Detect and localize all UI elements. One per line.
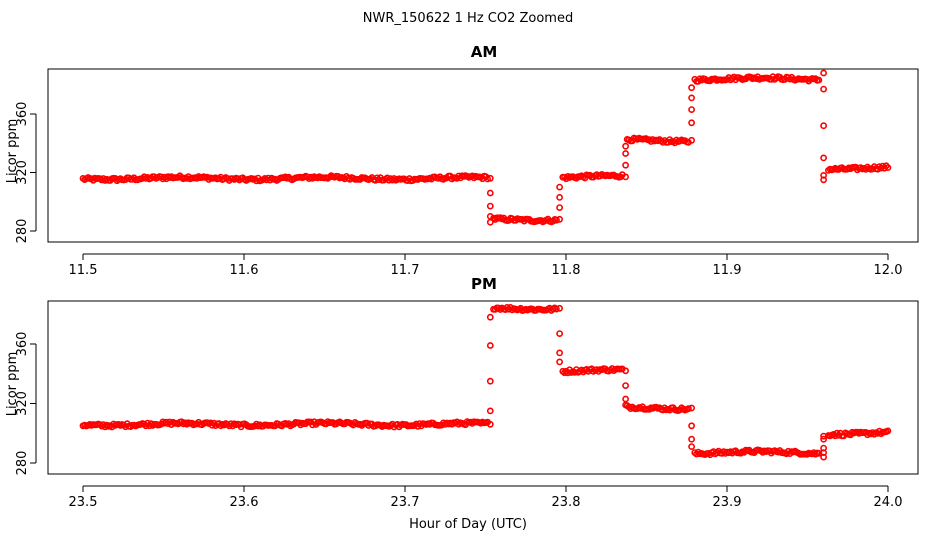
- data-point: [884, 427, 892, 435]
- x-tick-label: 11.7: [391, 263, 420, 278]
- data-point: [553, 305, 560, 313]
- y-tick-label: 320: [15, 160, 30, 185]
- data-point: [486, 342, 494, 349]
- data-point: [556, 358, 563, 366]
- data-point: [815, 76, 823, 84]
- data-point: [884, 164, 892, 171]
- data-point: [622, 395, 629, 403]
- x-tick-label: 11.5: [69, 263, 98, 278]
- data-point: [486, 218, 494, 226]
- data-point: [688, 422, 695, 430]
- panel-pm-ylabel: Licor ppm: [5, 352, 20, 417]
- x-tick-label: 23.8: [552, 495, 581, 510]
- x-tick-label: 11.9: [713, 263, 742, 278]
- x-axis-label: Hour of Day (UTC): [409, 517, 527, 532]
- data-point: [556, 349, 563, 357]
- data-point: [688, 84, 695, 92]
- panel-pm-title: PM: [471, 275, 497, 293]
- panel-am-xticks: 11.5 11.6 11.7 11.8 11.9 12.0: [69, 253, 903, 278]
- panel-am-yticks: 280 320 360: [15, 102, 37, 244]
- panel-pm: PM Licor ppm 23.5 23.6 23.7 23.8 23.9 24.0 28…: [5, 275, 919, 510]
- data-point: [486, 189, 494, 197]
- data-point: [820, 154, 827, 162]
- data-point: [688, 94, 695, 102]
- data-point: [622, 161, 629, 169]
- panel-am-title: AM: [471, 43, 498, 61]
- data-point: [486, 202, 494, 210]
- y-tick-label: 280: [15, 219, 30, 244]
- x-tick-label: 11.8: [552, 263, 581, 278]
- figure-title: NWR_150622 1 Hz CO2 Zoomed: [363, 11, 573, 26]
- data-point: [622, 382, 629, 389]
- x-tick-label: 11.6: [230, 263, 259, 278]
- data-point: [820, 432, 827, 440]
- data-point: [688, 119, 695, 127]
- data-point: [553, 216, 560, 224]
- y-tick-label: 360: [15, 332, 30, 357]
- data-point: [486, 407, 494, 415]
- data-point: [820, 453, 827, 461]
- panel-pm-frame: [47, 300, 919, 475]
- data-point: [820, 435, 827, 443]
- data-point: [820, 69, 827, 77]
- data-point: [688, 404, 695, 412]
- data-point: [820, 176, 827, 184]
- data-point: [486, 313, 494, 321]
- y-tick-label: 360: [15, 102, 30, 127]
- data-point: [486, 174, 494, 182]
- data-point: [556, 193, 563, 201]
- x-tick-label: 23.5: [69, 495, 98, 510]
- data-point: [622, 401, 629, 409]
- data-point: [556, 204, 563, 211]
- data-point: [622, 142, 629, 150]
- data-point: [820, 444, 827, 452]
- data-point: [622, 173, 629, 181]
- data-point: [688, 443, 695, 450]
- panel-am-ylabel: Licor ppm: [5, 119, 20, 184]
- data-point: [556, 215, 563, 223]
- x-tick-label: 23.6: [230, 495, 259, 510]
- data-point: [688, 435, 695, 443]
- panel-pm-points: [79, 303, 892, 461]
- data-point: [688, 136, 695, 144]
- data-point: [820, 122, 827, 130]
- data-point: [622, 367, 629, 375]
- data-point: [486, 377, 494, 385]
- x-tick-label: 23.7: [391, 495, 420, 510]
- y-tick-label: 280: [15, 451, 30, 476]
- panel-am-frame: [47, 68, 919, 243]
- panel-pm-xticks: 23.5 23.6 23.7 23.8 23.9 24.0: [69, 485, 903, 510]
- data-point: [685, 405, 692, 413]
- data-point: [486, 212, 494, 220]
- x-tick-label: 12.0: [874, 263, 903, 278]
- panel-am: AM Licor ppm 11.5 11.6 11.7 11.8 11.9 12.0 28…: [5, 43, 919, 278]
- x-tick-label: 24.0: [874, 495, 903, 510]
- data-point: [622, 150, 629, 157]
- data-point: [820, 85, 827, 93]
- panel-am-points: [79, 69, 892, 226]
- data-point: [556, 304, 563, 312]
- panel-pm-yticks: 280 320 360: [15, 332, 37, 476]
- y-tick-label: 320: [15, 391, 30, 416]
- data-point: [556, 330, 563, 337]
- data-point: [688, 106, 695, 113]
- data-point: [556, 183, 563, 191]
- data-point: [486, 420, 494, 428]
- x-tick-label: 23.9: [713, 495, 742, 510]
